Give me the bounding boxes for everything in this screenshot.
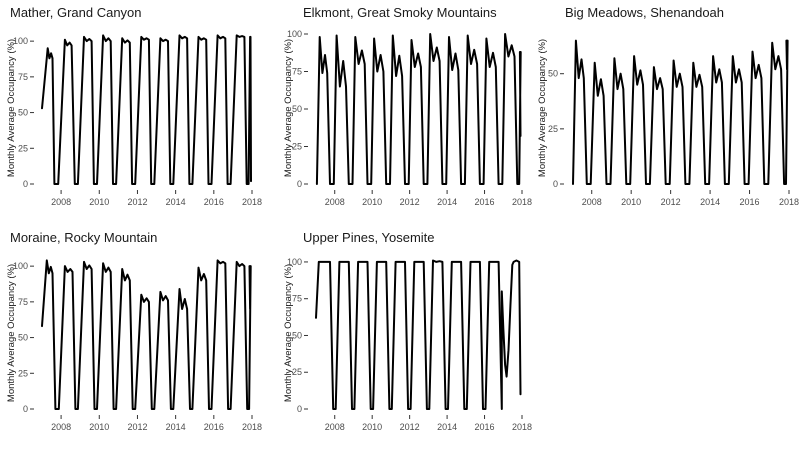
series-line [572,39,789,185]
x-tick-label: 2018 [779,197,799,207]
x-tick-label: 2010 [362,422,382,432]
x-tick-label: 2016 [475,422,495,432]
x-tick-label: 2018 [242,197,262,207]
x-tick-label: 2010 [89,197,109,207]
x-tick-label: 2008 [51,422,71,432]
x-tick-label: 2012 [400,422,420,432]
x-tick-label: 2018 [512,197,532,207]
y-tick-label: 0 [297,179,302,189]
y-tick-label: 100 [287,29,302,39]
x-tick-label: 2012 [127,422,147,432]
y-axis-label: Monthly Average Occupancy (%) [283,264,294,402]
y-axis-label: Monthly Average Occupancy (%) [283,39,294,177]
x-tick-label: 2016 [475,197,495,207]
x-tick-label: 2014 [437,422,457,432]
y-tick-label: 75 [292,67,302,77]
x-tick-label: 2008 [51,197,71,207]
y-tick-label: 75 [292,294,302,304]
y-tick-label: 50 [292,330,302,340]
panel-elkmont-great-smoky-mountains: Elkmont, Great Smoky Mountains Monthly A… [283,5,532,207]
y-tick-label: 25 [548,124,558,134]
series-line [315,259,522,410]
y-axis-label: Monthly Average Occupancy (%) [537,39,548,177]
y-axis-label: Monthly Average Occupancy (%) [6,39,17,177]
panel-moraine-rocky-mountain: Moraine, Rocky Mountain Monthly Average … [6,230,262,432]
panel-title: Mather, Grand Canyon [10,5,142,20]
panel-title: Upper Pines, Yosemite [303,230,435,245]
y-tick-label: 25 [18,368,28,378]
x-tick-label: 2016 [204,197,224,207]
y-tick-label: 50 [292,104,302,114]
axis-ticks: 2008 2010 2012 2014 2016 2018 0 25 50 75 100 [287,257,532,432]
y-tick-label: 0 [553,179,558,189]
axis-ticks: 2008 2010 2012 2014 2016 2018 0 25 50 75 100 [13,36,262,207]
y-tick-label: 100 [287,257,302,267]
y-tick-label: 100 [13,36,28,46]
y-tick-label: 100 [13,261,28,271]
y-tick-label: 75 [18,297,28,307]
y-tick-label: 0 [297,404,302,414]
axis-ticks: 2008 2010 2012 2014 2016 2018 0 25 50 75 100 [13,261,262,432]
x-tick-label: 2016 [740,197,760,207]
series-line [315,33,522,185]
panel-mather-grand-canyon: Mather, Grand Canyon Monthly Average Occ… [6,5,262,207]
x-tick-label: 2014 [700,197,720,207]
panel-title: Big Meadows, Shenandoah [565,5,724,20]
series-line [41,34,252,185]
y-tick-label: 25 [18,143,28,153]
x-tick-label: 2008 [582,197,602,207]
y-tick-label: 0 [23,404,28,414]
x-tick-label: 2014 [166,422,186,432]
axis-ticks: 2008 2010 2012 2014 2016 2018 0 25 50 75 100 [287,29,532,207]
x-tick-label: 2018 [242,422,262,432]
y-tick-label: 25 [292,367,302,377]
x-tick-label: 2008 [325,422,345,432]
y-tick-label: 25 [292,142,302,152]
x-tick-label: 2010 [89,422,109,432]
y-axis-label: Monthly Average Occupancy (%) [6,264,17,402]
x-tick-label: 2014 [166,197,186,207]
y-tick-label: 50 [18,333,28,343]
y-tick-label: 50 [548,69,558,79]
x-tick-label: 2010 [621,197,641,207]
x-tick-label: 2012 [127,197,147,207]
x-tick-label: 2016 [204,422,224,432]
panel-title: Moraine, Rocky Mountain [10,230,157,245]
series-line [41,259,252,410]
panel-big-meadows-shenandoah: Big Meadows, Shenandoah Monthly Average … [537,5,799,207]
x-tick-label: 2012 [661,197,681,207]
y-tick-label: 0 [23,179,28,189]
x-tick-label: 2012 [400,197,420,207]
x-tick-label: 2014 [437,197,457,207]
x-tick-label: 2008 [325,197,345,207]
panel-title: Elkmont, Great Smoky Mountains [303,5,497,20]
y-tick-label: 75 [18,72,28,82]
x-tick-label: 2018 [512,422,532,432]
axis-ticks: 2008 2010 2012 2014 2016 2018 0 25 50 [548,69,799,207]
x-tick-label: 2010 [362,197,382,207]
panel-upper-pines-yosemite: Upper Pines, Yosemite Monthly Average Oc… [283,230,532,432]
y-tick-label: 50 [18,108,28,118]
